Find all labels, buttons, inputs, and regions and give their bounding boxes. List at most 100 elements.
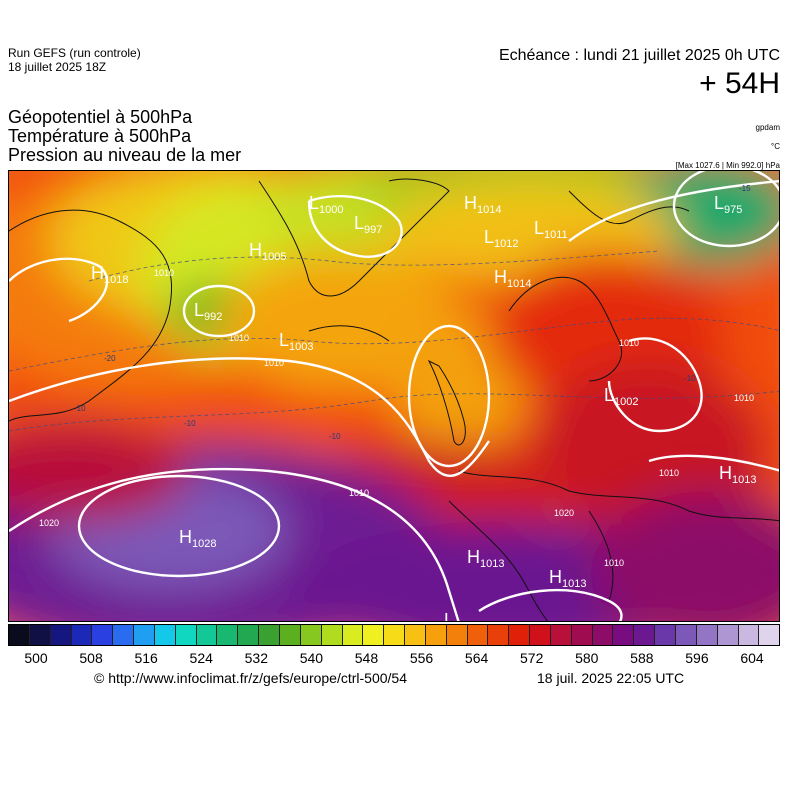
color-scale-cell	[196, 625, 218, 645]
temperature-field	[9, 171, 779, 621]
isobar-label: 1010	[229, 333, 249, 343]
pressure-center-label: L975	[714, 193, 742, 216]
color-scale-cell	[9, 625, 30, 645]
color-scale-cell	[50, 625, 72, 645]
pressure-center-label: H1013	[467, 547, 504, 570]
color-scale-cell	[238, 625, 260, 645]
color-scale-cell	[363, 625, 385, 645]
color-scale-cell	[92, 625, 114, 645]
pressure-center-label: L1011	[534, 218, 568, 241]
pressure-center-label: L1009	[444, 610, 479, 622]
unit-pressure: [Max 1027.6 | Min 992.0] hPa	[675, 161, 780, 170]
pressure-center-label: H1028	[179, 527, 216, 550]
color-scale-cell	[175, 625, 197, 645]
color-scale-cell	[321, 625, 343, 645]
color-scale-cell	[342, 625, 364, 645]
pressure-center-label: L997	[354, 213, 382, 236]
isobar-label: 1010	[604, 558, 624, 568]
color-scale-cell	[217, 625, 239, 645]
units-legend: gpdam °C [Max 1027.6 | Min 992.0] hPa	[676, 122, 780, 179]
temperature-label: -10	[329, 432, 341, 441]
isobar-labels: 1010 1010 1010 1010 1010 1010 1010 1020 1020 1010	[39, 268, 754, 568]
pressure-centers: H1018 L992 L1003 H1005 L1000 L997 H1014 L1012 L1…	[91, 193, 756, 622]
echeance-label: Echéance : lundi 21 juillet 2025 0h UTC	[498, 47, 780, 64]
color-scale-tick-label: 516	[134, 650, 158, 666]
pressure-center-label: H1013	[549, 567, 586, 590]
pressure-center-label: H1014	[464, 193, 501, 216]
isobars	[9, 171, 779, 621]
color-scale-cell	[259, 625, 280, 645]
color-scale-tick-label: 524	[189, 650, 213, 666]
generation-timestamp: 18 juil. 2025 22:05 UTC	[537, 670, 685, 686]
title-pressure: Pression au niveau de la mer	[8, 145, 242, 165]
color-scale-cell	[467, 625, 489, 645]
color-scale-cell	[154, 625, 176, 645]
weather-map: H1018 L992 L1003 H1005 L1000 L997 H1014 L1012 L1…	[8, 170, 780, 622]
temperature-labels: -20 -10 -10 -10 -15 -10	[74, 184, 751, 441]
title-geopotential: Géopotentiel à 500hPa	[8, 107, 193, 127]
pressure-center-label: L1002	[604, 385, 639, 408]
title-temperature: Température à 500hPa	[8, 126, 192, 146]
temperature-label: -10	[684, 374, 696, 383]
map-titles: Géopotentiel à 500hPa Température à 500h…	[8, 108, 241, 165]
color-scale-cell	[717, 625, 739, 645]
isobar-label: 1020	[554, 508, 574, 518]
color-scale-tick-label: 500	[24, 650, 48, 666]
color-scale-cell	[446, 625, 468, 645]
color-scale-tick-label: 588	[630, 650, 654, 666]
coastlines	[9, 178, 779, 621]
temperature-isotherms	[9, 250, 779, 432]
pressure-center-label: H1013	[719, 463, 756, 486]
color-scale-cell	[405, 625, 426, 645]
pressure-center-label: H1018	[91, 263, 128, 286]
unit-geopotential: gpdam	[755, 123, 780, 132]
color-scale-cell	[592, 625, 614, 645]
temperature-label: -20	[104, 354, 116, 363]
map-canvas: H1018 L992 L1003 H1005 L1000 L997 H1014 L1012 L1…	[9, 171, 779, 622]
run-name: Run GEFS (run controle)	[8, 46, 141, 60]
color-scale-tick-label: 604	[740, 650, 764, 666]
isobar-label: 1010	[619, 338, 639, 348]
color-scale-tick-label: 540	[299, 650, 324, 666]
color-scale-cell	[29, 625, 51, 645]
isobar-label: 1020	[39, 518, 59, 528]
pressure-center-label: L1000	[309, 193, 344, 216]
color-scale-cell	[134, 625, 155, 645]
lead-time: + 54H	[699, 67, 780, 100]
color-scale-tick-label: 548	[354, 650, 379, 666]
source-credit: © http://www.infoclimat.fr/z/gefs/europe…	[94, 670, 408, 686]
color-scale-tick-label: 508	[79, 650, 103, 666]
run-info: Run GEFS (run controle) 18 juillet 2025 …	[8, 46, 141, 74]
run-date: 18 juillet 2025 18Z	[8, 60, 107, 74]
color-scale-tick-label: 596	[685, 650, 709, 666]
color-scale-cell	[300, 625, 322, 645]
color-scale-cell	[425, 625, 447, 645]
pressure-center-label: L992	[194, 300, 222, 323]
color-scale-cell	[676, 625, 697, 645]
color-scale-cell	[655, 625, 676, 645]
color-scale	[8, 624, 780, 646]
color-scale-cell	[113, 625, 135, 645]
color-scale-tick-label: 532	[244, 650, 268, 666]
pressure-center-label: H1005	[249, 240, 286, 263]
pressure-center-label: L1003	[279, 330, 314, 353]
color-scale-tick-label: 556	[409, 650, 434, 666]
isobar-label: 1010	[734, 393, 754, 403]
color-scale-tick-label: 564	[464, 650, 489, 666]
color-scale-cell	[759, 625, 780, 645]
color-scale-cell	[488, 625, 510, 645]
color-scale-cell	[696, 625, 718, 645]
pressure-center-label: L1012	[484, 227, 519, 250]
color-scale-cell	[71, 625, 93, 645]
pressure-center-label: H1014	[494, 267, 531, 290]
forecast-info: Echéance : lundi 21 juillet 2025 0h UTC …	[499, 46, 780, 100]
color-scale-cell	[384, 625, 406, 645]
color-scale-cell	[509, 625, 531, 645]
color-scale-cell	[634, 625, 656, 645]
color-scale-cell	[530, 625, 551, 645]
temperature-label: -15	[739, 184, 751, 193]
color-scale-cell	[738, 625, 760, 645]
isobar-label: 1010	[659, 468, 679, 478]
temperature-label: -10	[74, 404, 86, 413]
color-scale-ticks: 500 508 516 524 532 540 548 556 564 572 580 588 596 6…	[8, 650, 780, 668]
